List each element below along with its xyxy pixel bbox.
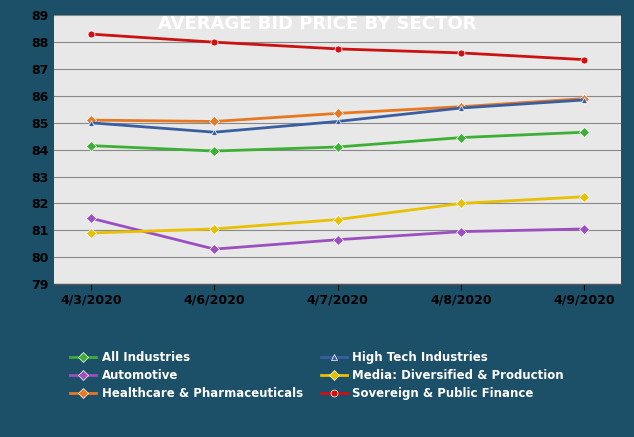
All Industries	[210, 149, 218, 154]
Sovereign & Public Finance	[457, 50, 465, 55]
Healthcare & Pharmaceuticals	[87, 118, 94, 123]
Automotive	[581, 226, 588, 232]
Media: Diversified & Production: (4, 82.2): Diversified & Production: (4, 82.2)	[581, 194, 588, 199]
Sovereign & Public Finance	[333, 46, 341, 52]
All Industries	[581, 130, 588, 135]
Line: All Industries: All Industries	[87, 129, 588, 155]
Automotive	[333, 237, 341, 243]
Healthcare & Pharmaceuticals	[581, 96, 588, 101]
Media: Diversified & Production: (1, 81): Diversified & Production: (1, 81)	[210, 226, 218, 232]
High Tech Industries	[87, 120, 94, 125]
All Industries	[333, 144, 341, 149]
Sovereign & Public Finance	[581, 57, 588, 62]
High Tech Industries	[333, 119, 341, 124]
Automotive	[210, 246, 218, 252]
Line: Media: Diversified & Production: Media: Diversified & Production	[87, 193, 588, 236]
Line: Sovereign & Public Finance: Sovereign & Public Finance	[87, 31, 588, 63]
Media: Diversified & Production: (0, 80.9): Diversified & Production: (0, 80.9)	[87, 230, 94, 236]
Media: Diversified & Production: (2, 81.4): Diversified & Production: (2, 81.4)	[333, 217, 341, 222]
Text: AVERAGE BID PRICE BY SECTOR: AVERAGE BID PRICE BY SECTOR	[158, 15, 476, 33]
Line: Healthcare & Pharmaceuticals: Healthcare & Pharmaceuticals	[87, 95, 588, 125]
High Tech Industries	[457, 105, 465, 111]
Line: Automotive: Automotive	[87, 215, 588, 253]
All Industries	[457, 135, 465, 140]
Automotive	[457, 229, 465, 234]
Healthcare & Pharmaceuticals	[457, 104, 465, 109]
Legend: All Industries, Automotive, Healthcare & Pharmaceuticals, High Tech Industries, : All Industries, Automotive, Healthcare &…	[70, 351, 564, 400]
Healthcare & Pharmaceuticals	[210, 119, 218, 124]
High Tech Industries	[210, 130, 218, 135]
Automotive	[87, 215, 94, 221]
Sovereign & Public Finance	[87, 31, 94, 37]
Media: Diversified & Production: (3, 82): Diversified & Production: (3, 82)	[457, 201, 465, 206]
Healthcare & Pharmaceuticals	[333, 111, 341, 116]
High Tech Industries	[581, 97, 588, 103]
Sovereign & Public Finance	[210, 39, 218, 45]
All Industries	[87, 143, 94, 148]
Line: High Tech Industries: High Tech Industries	[87, 97, 588, 135]
